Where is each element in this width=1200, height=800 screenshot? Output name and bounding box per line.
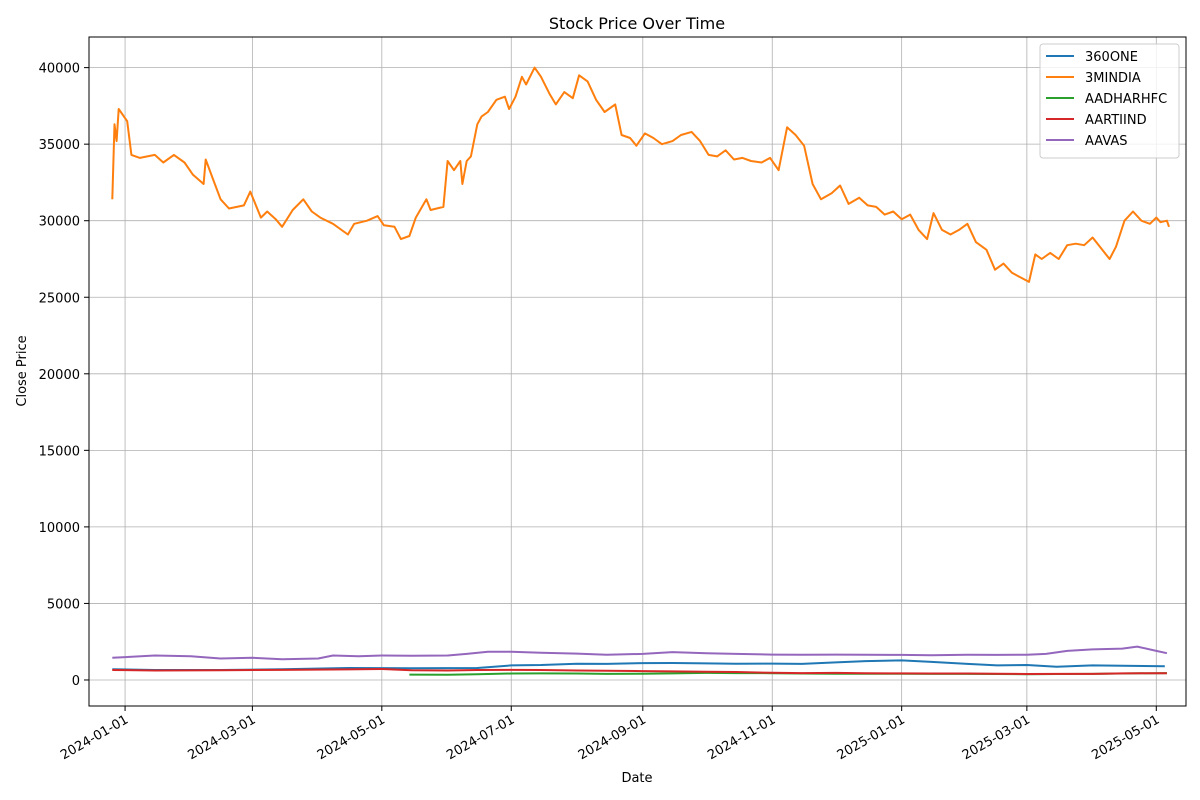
series-lines xyxy=(111,66,1170,676)
y-tick-label: 25000 xyxy=(39,291,80,306)
y-tick-label: 5000 xyxy=(47,597,80,612)
series-line-aavas xyxy=(112,645,1168,661)
legend-box xyxy=(1039,43,1180,159)
legend-label-aartiind: AARTIIND xyxy=(1085,113,1147,128)
y-tick-label: 35000 xyxy=(39,138,80,153)
y-tick-label: 30000 xyxy=(39,215,80,230)
series-line-3mindia xyxy=(111,66,1170,283)
y-tick-label: 10000 xyxy=(39,521,80,536)
legend-label-aadharhfc: AADHARHFC xyxy=(1085,92,1167,107)
y-tick-label: 0 xyxy=(72,674,80,689)
legend-label-aavas: AAVAS xyxy=(1085,134,1128,149)
y-tick-label: 40000 xyxy=(39,62,80,77)
y-axis-label: Close Price xyxy=(15,335,30,406)
series-line-aartiind xyxy=(112,668,1167,675)
x-axis-label: Date xyxy=(621,771,652,786)
chart-title: Stock Price Over Time xyxy=(549,14,725,33)
y-tick-label: 15000 xyxy=(39,444,80,459)
legend-label-3mindia: 3MINDIA xyxy=(1085,71,1141,86)
legend: 360ONE 3MINDIA AADHARHFC AARTIIND AAVAS xyxy=(1039,43,1180,159)
legend-label-360one: 360ONE xyxy=(1085,50,1138,65)
y-tick-label: 20000 xyxy=(39,368,80,383)
axes-frame xyxy=(88,36,1187,707)
